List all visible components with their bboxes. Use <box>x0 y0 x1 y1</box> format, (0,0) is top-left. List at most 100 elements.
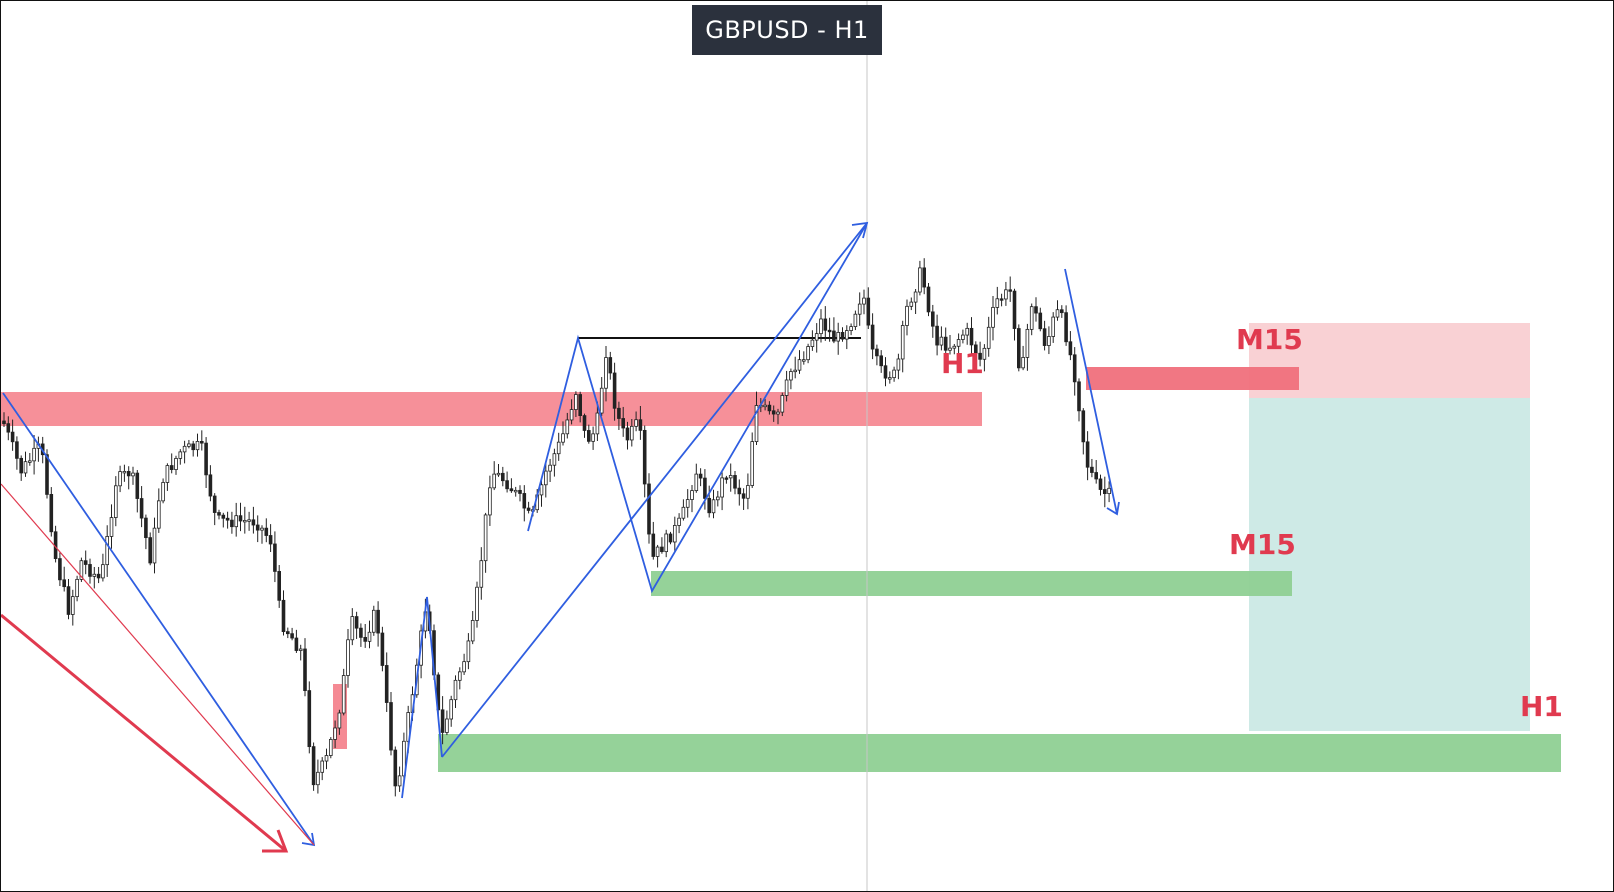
candle-body <box>122 471 127 474</box>
candle-body <box>999 298 1004 301</box>
trend-line <box>1064 268 1118 515</box>
candle-body <box>574 394 578 410</box>
candle-body <box>88 564 92 577</box>
candle-body <box>359 627 363 638</box>
candle-body <box>707 497 711 514</box>
candle-body <box>935 325 939 346</box>
candle-body <box>277 571 281 601</box>
candle-body <box>724 477 729 480</box>
candle-body <box>926 286 931 313</box>
candle-body <box>952 345 957 349</box>
arrowhead <box>1106 501 1120 516</box>
candle-body <box>866 297 871 326</box>
candle-body <box>1060 309 1064 314</box>
candle-body <box>1008 289 1012 292</box>
trend-line <box>441 222 868 758</box>
candle-body <box>15 441 19 459</box>
candle-body <box>49 494 54 533</box>
candle-body <box>1038 312 1043 330</box>
trend-lines[interactable] <box>2 222 1118 846</box>
candle-body <box>1098 478 1103 490</box>
candle-body <box>784 379 789 396</box>
candle-body <box>2 420 6 425</box>
candle-body <box>92 573 97 577</box>
candle-body <box>182 445 187 453</box>
candle-body <box>832 330 836 342</box>
candle-body <box>939 336 944 346</box>
candle-body <box>27 460 32 463</box>
candle-body <box>814 333 819 341</box>
candle-body <box>135 472 140 499</box>
candle-body <box>290 633 294 639</box>
candle-body <box>346 639 350 676</box>
candle-body <box>251 519 256 526</box>
chart-title-badge: GBPUSD - H1 <box>692 5 882 55</box>
candle-body <box>857 303 862 315</box>
candle-body <box>1047 336 1051 346</box>
candle-body <box>156 500 161 529</box>
candle-body <box>307 690 312 748</box>
candle-body <box>161 482 165 502</box>
m15-supply-zone <box>1086 367 1299 390</box>
bearish-lines <box>1 483 315 853</box>
candle-body <box>685 499 690 508</box>
candle-body <box>234 515 239 528</box>
candle-body <box>199 441 204 444</box>
candle-body <box>875 348 879 357</box>
candle-body <box>264 527 269 536</box>
candle-body <box>728 475 733 479</box>
candle-body <box>470 620 475 642</box>
candle-body <box>1042 328 1047 346</box>
candle-body <box>1017 328 1021 369</box>
candle-body <box>45 454 49 495</box>
candle-body <box>316 771 320 786</box>
candle-body <box>187 443 191 447</box>
candle-body <box>79 560 84 580</box>
candle-body <box>148 537 153 564</box>
candle-body <box>819 318 823 335</box>
candle-body <box>802 359 806 362</box>
candle-body <box>273 543 277 572</box>
candle-body <box>492 473 496 489</box>
candle-body <box>771 410 776 415</box>
candle-body <box>746 485 750 499</box>
candle-body <box>668 533 673 543</box>
candle-body <box>986 326 991 349</box>
candle-body <box>496 472 501 476</box>
candle-body <box>371 609 376 633</box>
candle-body <box>174 458 178 470</box>
candle-body <box>144 517 148 539</box>
candle-body <box>780 395 785 413</box>
candle-body <box>303 648 307 691</box>
candle-body <box>931 311 935 327</box>
candle-body <box>1094 472 1099 480</box>
candle-body <box>380 632 385 666</box>
candle-body <box>883 365 888 379</box>
candle-body <box>569 409 574 421</box>
candle-body <box>126 471 131 477</box>
trend-line <box>401 596 443 799</box>
candle-body <box>23 461 28 474</box>
candle-body <box>552 453 557 466</box>
candle-body <box>225 517 230 521</box>
candle-body <box>582 415 587 431</box>
candle-body <box>453 679 458 701</box>
candle-body <box>991 306 995 328</box>
candle-body <box>978 352 982 360</box>
candle-body <box>703 477 707 499</box>
trend-line <box>2 392 315 846</box>
candle-body <box>483 514 488 562</box>
candle-body <box>337 712 342 729</box>
candle-body <box>900 325 905 360</box>
m15-supply-label: M15 <box>1236 323 1303 356</box>
candle-body <box>961 334 965 340</box>
candle-body <box>1064 312 1068 343</box>
candle-body <box>294 637 299 651</box>
m15-demand-label: M15 <box>1229 528 1296 561</box>
candle-body <box>230 519 234 528</box>
candle-body <box>526 507 531 511</box>
h1-supply-zone <box>1 392 982 426</box>
candle-body <box>733 475 737 489</box>
